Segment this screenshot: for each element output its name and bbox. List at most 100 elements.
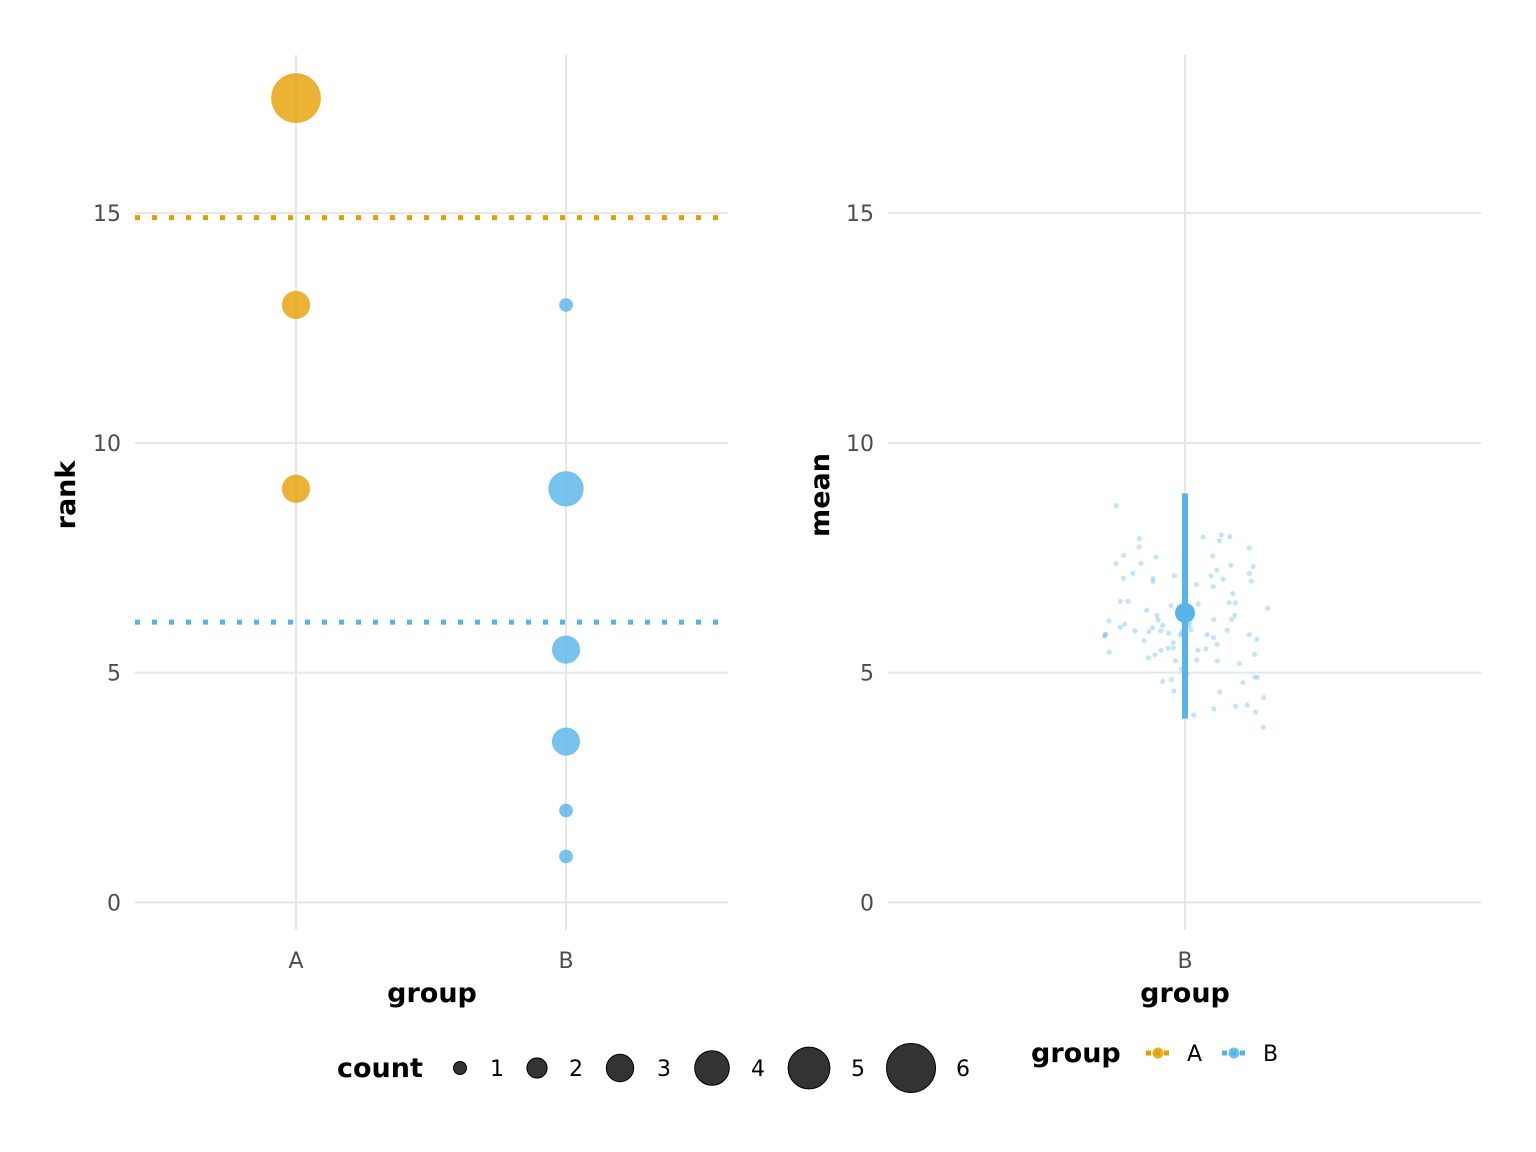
jitter-point [1149, 625, 1156, 631]
jitter-point [1246, 632, 1253, 638]
jitter-point [1130, 570, 1136, 576]
jitter-point [1226, 599, 1232, 606]
jitter-point [1168, 676, 1174, 683]
jitter-point [1172, 658, 1179, 664]
jitter-point [1260, 724, 1266, 730]
jitter-point [1152, 652, 1158, 658]
jitter-point [1113, 503, 1119, 509]
jitter-point [1227, 534, 1233, 540]
y-tick-label: 5 [860, 662, 874, 687]
jitter-point [1117, 624, 1123, 630]
jitter-point [1211, 706, 1217, 712]
jitter-point [1233, 703, 1239, 709]
group-legend-title: group [1031, 1038, 1121, 1069]
jitter-point [1248, 578, 1254, 584]
x-axis-title: group [1140, 978, 1230, 1009]
y-tick-labels: 0 5 10 15 [93, 202, 121, 916]
jitter-point [1210, 553, 1216, 559]
y-tick-label: 0 [107, 891, 121, 916]
jitter-point [1204, 632, 1210, 638]
jitter-point [1214, 641, 1220, 648]
panel-mean: 0 5 10 15 B group mean [805, 55, 1481, 1009]
jitter-point [1191, 712, 1197, 718]
jitter-point [1232, 612, 1238, 618]
jitter-point [1166, 630, 1172, 636]
jitter-point [1240, 679, 1246, 686]
size-legend-title: count [337, 1053, 423, 1084]
jitter-point [1153, 554, 1159, 560]
group-key-point-a [1152, 1047, 1164, 1059]
jitter-point [1150, 578, 1156, 585]
size-key-1 [453, 1061, 467, 1075]
jitter-point [1254, 636, 1260, 642]
jitter-point [1146, 629, 1152, 635]
x-tick-label: A [288, 949, 303, 974]
rank-points [271, 73, 584, 864]
jitter-point [1217, 689, 1223, 695]
jitter-point [1246, 570, 1252, 577]
jitter-point [1261, 694, 1267, 701]
jitter-point [1170, 640, 1176, 646]
data-point-b [559, 803, 573, 818]
size-key-label: 6 [956, 1057, 970, 1082]
jitter-point [1203, 646, 1209, 652]
jitter-point [1193, 581, 1200, 588]
data-point-b [551, 727, 581, 756]
jitter-point [1125, 598, 1131, 604]
jitter-point [1250, 563, 1256, 570]
jitter-point [1211, 617, 1217, 623]
size-key-6 [886, 1043, 936, 1093]
jitter-point [1158, 628, 1164, 634]
jitter-point [1120, 575, 1127, 581]
mean-point [1175, 602, 1195, 623]
y-tick-label: 5 [107, 662, 121, 687]
jitter-point [1144, 607, 1150, 613]
jitter-point [1168, 602, 1174, 609]
size-key-5 [787, 1046, 831, 1090]
jitter-point [1136, 536, 1142, 542]
jitter-point [1121, 552, 1127, 558]
jitter-point [1106, 649, 1112, 655]
jitter-point [1195, 601, 1201, 607]
jitter-point [1208, 573, 1214, 579]
jitter-point [1132, 628, 1138, 634]
y-axis-title: mean [805, 453, 836, 537]
data-point-a [281, 474, 311, 503]
jitter-point [1195, 647, 1201, 653]
x-tick-label: B [1177, 949, 1192, 974]
jitter-point [1210, 584, 1216, 590]
jitter-point [1102, 631, 1108, 638]
jitter-point [1200, 534, 1206, 540]
jitter-point [1141, 638, 1147, 644]
jitter-point [1101, 633, 1107, 639]
gridlines [135, 55, 728, 930]
jitter-point [1236, 661, 1242, 667]
jitter-point [1252, 674, 1258, 680]
jitter-point [1228, 562, 1234, 568]
jitter-point [1158, 647, 1164, 654]
jitter-point [1253, 709, 1259, 715]
data-point-b [551, 635, 581, 664]
size-legend: count 1 2 3 4 5 6 [337, 1043, 970, 1093]
group-key-point-b [1228, 1047, 1240, 1059]
jitter-point [1255, 674, 1261, 680]
jitter-point [1136, 544, 1142, 550]
jitter-point [1150, 575, 1156, 581]
jitter-point [1220, 576, 1226, 582]
y-axis-title: rank [51, 460, 82, 530]
data-point-b [559, 849, 573, 864]
x-axis-title: group [387, 978, 477, 1009]
jitter-point [1229, 616, 1235, 623]
size-legend-keys: 1 2 3 4 5 6 [453, 1043, 970, 1093]
group-key-label: A [1187, 1042, 1202, 1067]
jitter-point [1218, 532, 1224, 538]
jitter-point [1214, 567, 1220, 573]
jitter-point [1230, 590, 1236, 597]
jitter-point [1177, 632, 1184, 638]
y-tick-label: 15 [846, 202, 874, 227]
jitter-point [1113, 560, 1119, 567]
size-key-label: 3 [657, 1057, 671, 1082]
